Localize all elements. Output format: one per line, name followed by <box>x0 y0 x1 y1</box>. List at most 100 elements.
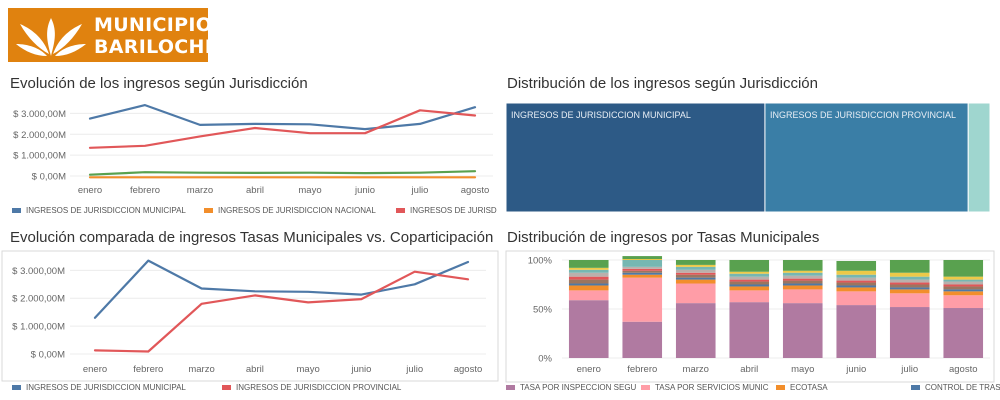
bar-segment <box>675 269 716 273</box>
bar-segment <box>836 285 877 288</box>
bar-segment <box>943 308 984 358</box>
x-tick-label: febrero <box>627 364 657 375</box>
bar-segment <box>889 279 930 283</box>
bar-segment <box>568 272 609 277</box>
line-chart-comparada: $ 0,00M $ 1.000,00M $ 2.000,00M $ 3.000,00M… <box>1 250 499 392</box>
bar-segment <box>622 260 663 267</box>
legend-swatch <box>776 385 785 390</box>
municipio-logo: MUNICIPIO BARILOCHE <box>8 8 218 62</box>
legend-label: ECOTASA <box>790 383 828 392</box>
treemap-cell-1 <box>764 102 969 213</box>
x-tick-label: junio <box>845 364 866 375</box>
bar-segment <box>943 284 984 287</box>
legend-swatch <box>911 385 920 390</box>
bar-segment <box>675 260 716 265</box>
x-tick-label: marzo <box>187 185 213 196</box>
bar-segment <box>836 291 877 306</box>
legend-swatch <box>12 385 21 390</box>
legend-swatch <box>506 385 515 390</box>
bar-segment <box>889 272 930 277</box>
bar-segment <box>782 303 823 358</box>
bar-segment <box>675 303 716 358</box>
bar-segment <box>943 289 984 292</box>
bar-segment <box>889 293 930 308</box>
x-tick-label: abril <box>246 185 264 196</box>
bar-segment <box>675 277 716 280</box>
treemap-label: INGRESOS DE JURISDICCION MUNICIPAL <box>511 110 691 120</box>
x-tick-label: junio <box>350 364 371 375</box>
bar-segment <box>782 289 823 304</box>
line-chart-jurisdiccion: $ 0,00M $ 1.000,00M $ 2.000,00M $ 3.000,00M… <box>12 104 497 215</box>
bar-segment <box>943 281 984 285</box>
y-tick-label: 0% <box>538 354 552 365</box>
legend-label: CONTROL DE TRAS <box>925 383 1000 392</box>
stacked-bar-chart-tasas: 0% 50% 100% enero febrero marzo abril mayo junio… <box>505 250 1000 392</box>
bar-segment <box>889 260 930 273</box>
y-tick-label: 50% <box>533 305 553 316</box>
bar-segment <box>622 321 663 358</box>
x-tick-label: agosto <box>949 364 978 375</box>
bar-segment <box>943 276 984 280</box>
x-tick-label: julio <box>900 364 918 375</box>
legend-swatch <box>396 208 405 213</box>
bar-segment <box>943 291 984 296</box>
bar-segment <box>622 277 663 322</box>
bar-segment <box>729 276 770 280</box>
bar-segment <box>622 266 663 269</box>
series-line-1 <box>93 270 470 353</box>
y-tick-label: $ 3.000,00M <box>12 266 65 277</box>
bar-segment <box>675 279 716 284</box>
bar-segment <box>836 270 877 275</box>
bar-segment <box>836 287 877 292</box>
x-tick-label: julio <box>411 185 429 196</box>
bar-segment <box>675 266 716 270</box>
panel-title-evolucion-comparada: Evolución comparada de ingresos Tasas Mu… <box>10 229 494 246</box>
x-tick-label: agosto <box>461 185 490 196</box>
x-tick-label: mayo <box>298 185 321 196</box>
bar-segment <box>729 290 770 303</box>
bar-segment <box>622 259 663 260</box>
legend-label: TASA POR SERVICIOS MUNIC <box>655 383 769 392</box>
bar-segment <box>675 264 716 267</box>
treemap-label: INGRESOS DE JURISDICCION PROVINCIAL <box>770 110 956 120</box>
legend-label: INGRESOS DE JURISD <box>410 206 497 215</box>
legend-swatch <box>222 385 231 390</box>
bar-segment <box>943 279 984 282</box>
y-tick-label: 100% <box>528 256 553 267</box>
bar-segment <box>782 275 823 279</box>
legend-swatch <box>12 208 21 213</box>
bar-segment <box>622 270 663 273</box>
bar-segment <box>889 284 930 288</box>
bar-segment <box>568 276 609 280</box>
treemap-cell-0 <box>505 102 766 213</box>
series-line-0 <box>93 259 470 319</box>
bar-segment <box>622 272 663 275</box>
bar-segment <box>836 305 877 358</box>
bar-segment <box>782 280 823 284</box>
bar-segment <box>729 281 770 285</box>
y-tick-label: $ 0,00M <box>31 350 65 361</box>
bar-segment <box>622 274 663 278</box>
bar-segment <box>782 283 823 286</box>
y-tick-label: $ 1.000,00M <box>12 322 65 333</box>
x-tick-label: enero <box>577 364 601 375</box>
bar-segment <box>782 278 823 281</box>
legend-label: INGRESOS DE JURISDICCION PROVINCIAL <box>236 383 402 392</box>
bar-segment <box>568 260 609 268</box>
bar-segment <box>782 270 823 273</box>
y-tick-label: $ 1.000,00M <box>13 151 66 162</box>
bar-segment <box>782 285 823 290</box>
bar-segment <box>568 290 609 301</box>
treemap-cell-2 <box>967 102 991 213</box>
bar-segment <box>836 282 877 286</box>
x-tick-label: febrero <box>133 364 163 375</box>
bar-segment <box>568 285 609 291</box>
bar-segment <box>889 289 930 294</box>
chart-frame <box>505 250 995 383</box>
bar-segment <box>729 260 770 272</box>
bar-segment <box>836 274 877 278</box>
panel-title-evolucion-jurisdiccion: Evolución de los ingresos según Jurisdic… <box>10 75 308 92</box>
legend-label: INGRESOS DE JURISDICCION MUNICIPAL <box>26 383 186 392</box>
bar-segment <box>729 279 770 282</box>
bar-segment <box>729 286 770 291</box>
